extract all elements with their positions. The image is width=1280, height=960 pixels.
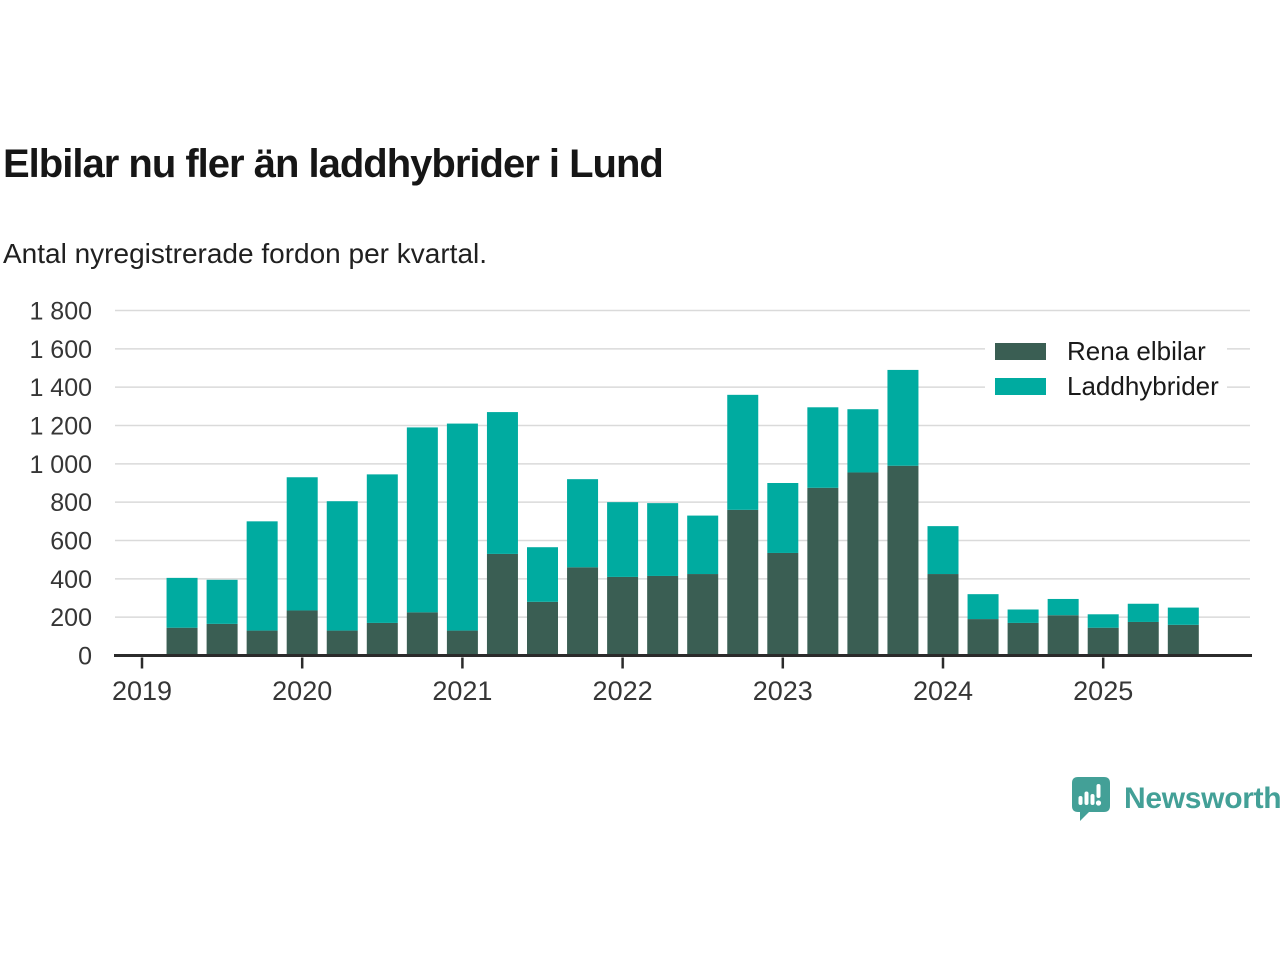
newsworthy-wordmark: Newsworthy xyxy=(1124,782,1280,815)
legend-label-rena-elbilar: Rena elbilar xyxy=(1067,335,1206,366)
bar-segment-rena-elbilar xyxy=(326,630,358,656)
x-axis-tick-label: 2021 xyxy=(432,676,492,706)
x-axis-tick-label: 2019 xyxy=(112,676,172,706)
bar-segment-laddhybrider xyxy=(567,479,599,568)
bar-segment-rena-elbilar xyxy=(807,487,839,656)
legend-swatch-rena-elbilar xyxy=(995,342,1046,360)
bar-segment-rena-elbilar xyxy=(366,622,398,656)
x-axis-tick-label: 2022 xyxy=(593,676,653,706)
x-axis-tick-label: 2020 xyxy=(272,676,332,706)
bar-segment-laddhybrider xyxy=(286,477,318,611)
bar-segment-laddhybrider xyxy=(967,594,999,620)
bar-segment-laddhybrider xyxy=(687,515,719,575)
x-axis-tick-label: 2023 xyxy=(753,676,813,706)
y-axis-tick-label: 0 xyxy=(78,643,92,671)
bar-segment-laddhybrider xyxy=(206,579,238,624)
bar-segment-laddhybrider xyxy=(847,409,879,473)
bar-segment-rena-elbilar xyxy=(1087,627,1119,656)
bar-segment-laddhybrider xyxy=(406,427,438,613)
y-axis-tick-label: 400 xyxy=(50,566,92,594)
bar-segment-laddhybrider xyxy=(1087,614,1119,628)
bar-segment-laddhybrider xyxy=(446,423,478,631)
y-axis-tick-label: 1 400 xyxy=(29,374,92,402)
bar-segment-laddhybrider xyxy=(807,407,839,488)
bar-segment-laddhybrider xyxy=(1167,607,1199,625)
bar-segment-rena-elbilar xyxy=(486,553,518,656)
bar-segment-rena-elbilar xyxy=(607,576,639,656)
bar-segment-rena-elbilar xyxy=(246,630,278,656)
chart-legend: Rena elbilar Laddhybrider xyxy=(985,331,1227,407)
bar-segment-laddhybrider xyxy=(1007,609,1039,623)
bar-segment-laddhybrider xyxy=(1127,603,1159,622)
y-axis-tick-label: 600 xyxy=(50,528,92,556)
bar-segment-laddhybrider xyxy=(246,521,278,631)
bar-segment-laddhybrider xyxy=(887,369,919,466)
bar-segment-rena-elbilar xyxy=(406,612,438,656)
bar-segment-laddhybrider xyxy=(927,526,959,575)
legend-swatch-laddhybrider xyxy=(995,377,1046,395)
bar-segment-rena-elbilar xyxy=(1007,622,1039,656)
bar-segment-laddhybrider xyxy=(647,503,679,576)
x-axis-tick-label: 2024 xyxy=(913,676,973,706)
bar-segment-rena-elbilar xyxy=(527,601,558,656)
y-axis-tick-label: 800 xyxy=(50,489,92,517)
bar-segment-rena-elbilar xyxy=(847,472,879,656)
bar-segment-laddhybrider xyxy=(326,501,358,631)
bar-segment-laddhybrider xyxy=(767,483,799,553)
y-axis-tick-label: 200 xyxy=(50,604,92,632)
bar-segment-laddhybrider xyxy=(607,502,639,577)
bar-segment-rena-elbilar xyxy=(727,509,759,656)
bar-segment-rena-elbilar xyxy=(1047,615,1079,656)
bar-segment-laddhybrider xyxy=(366,474,398,623)
legend-label-laddhybrider: Laddhybrider xyxy=(1067,370,1219,401)
y-axis-tick-label: 1 200 xyxy=(29,413,92,441)
bar-segment-laddhybrider xyxy=(166,577,198,628)
bar-segment-rena-elbilar xyxy=(767,552,799,656)
legend-item-laddhybrider: Laddhybrider xyxy=(995,370,1219,402)
bar-segment-rena-elbilar xyxy=(446,630,478,656)
bar-segment-rena-elbilar xyxy=(887,465,919,656)
bar-segment-rena-elbilar xyxy=(927,574,959,656)
chart-subtitle: Antal nyregistrerade fordon per kvartal. xyxy=(3,238,488,269)
bar-segment-laddhybrider xyxy=(1047,598,1079,616)
bar-segment-rena-elbilar xyxy=(1127,621,1159,656)
x-axis-tick-label: 2025 xyxy=(1073,676,1133,706)
bar-segment-rena-elbilar xyxy=(567,567,599,656)
y-axis-tick-label: 1 800 xyxy=(29,298,92,326)
bar-segment-rena-elbilar xyxy=(286,610,318,656)
legend-item-rena-elbilar: Rena elbilar xyxy=(995,335,1219,367)
bar-segment-rena-elbilar xyxy=(1167,624,1199,656)
y-axis-tick-label: 1 600 xyxy=(29,336,92,364)
bar-segment-rena-elbilar xyxy=(687,574,719,656)
bar-segment-rena-elbilar xyxy=(166,627,198,656)
bar-segment-rena-elbilar xyxy=(647,575,679,656)
bar-segment-laddhybrider xyxy=(486,412,518,554)
newsworthy-logo-icon xyxy=(1072,777,1110,821)
bar-segment-laddhybrider xyxy=(527,547,558,602)
y-axis-tick-label: 1 000 xyxy=(29,451,92,479)
bar-segment-rena-elbilar xyxy=(967,619,999,656)
bar-segment-laddhybrider xyxy=(727,394,759,510)
newsworthy-logo: Newsworthy xyxy=(1071,776,1280,822)
chart-title: Elbilar nu fler än laddhybrider i Lund xyxy=(3,142,664,186)
bar-segment-rena-elbilar xyxy=(206,623,238,656)
